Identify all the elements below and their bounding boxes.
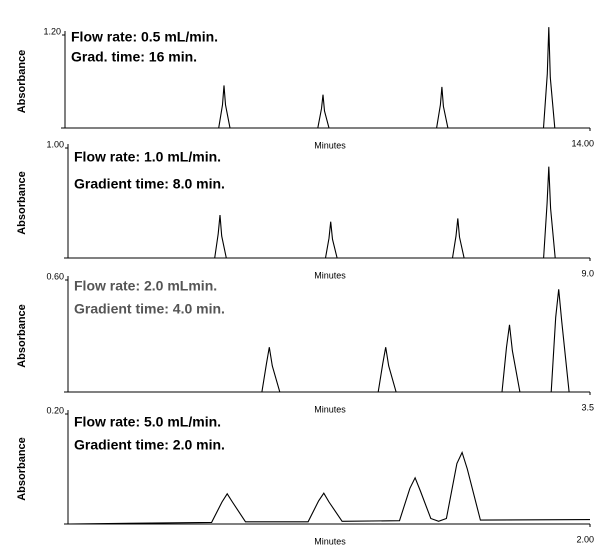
annotation: Gradient time: 8.0 min. — [74, 176, 225, 192]
trace — [65, 27, 590, 129]
annotation: Flow rate: 2.0 mLmin. — [74, 278, 217, 294]
annotation: Flow rate: 0.5 mL/min. — [71, 29, 218, 45]
y-tick-label: 1.20 — [43, 26, 61, 36]
trace — [67, 450, 591, 525]
y-axis-label: Absorbance — [16, 50, 28, 114]
y-tick-label: 1.00 — [46, 139, 64, 149]
x-tick-label: 14.00 — [571, 138, 594, 148]
y-tick-label: 0.60 — [46, 271, 64, 281]
annotation: Grad. time: 16 min. — [71, 49, 197, 65]
y-tick-label: 0.20 — [46, 405, 64, 415]
trace — [68, 166, 590, 259]
annotation: Flow rate: 1.0 mL/min. — [74, 149, 221, 165]
x-axis-label: Minutes — [314, 270, 346, 280]
y-axis-label: Absorbance — [16, 304, 28, 368]
x-axis-label: Minutes — [314, 404, 346, 414]
x-axis-label: Minutes — [314, 536, 346, 546]
trace — [68, 289, 590, 393]
annotation: Flow rate: 5.0 mL/min. — [74, 414, 221, 430]
x-axis-label: Minutes — [314, 140, 346, 150]
annotation: Gradient time: 4.0 min. — [74, 301, 225, 317]
y-axis-label: Absorbance — [16, 437, 28, 501]
y-axis-label: Absorbance — [16, 171, 28, 235]
x-tick-label: 9.0 — [581, 268, 594, 278]
x-tick-label: 2.00 — [576, 534, 594, 544]
annotation: Gradient time: 2.0 min. — [74, 437, 225, 453]
x-tick-label: 3.5 — [581, 402, 594, 412]
